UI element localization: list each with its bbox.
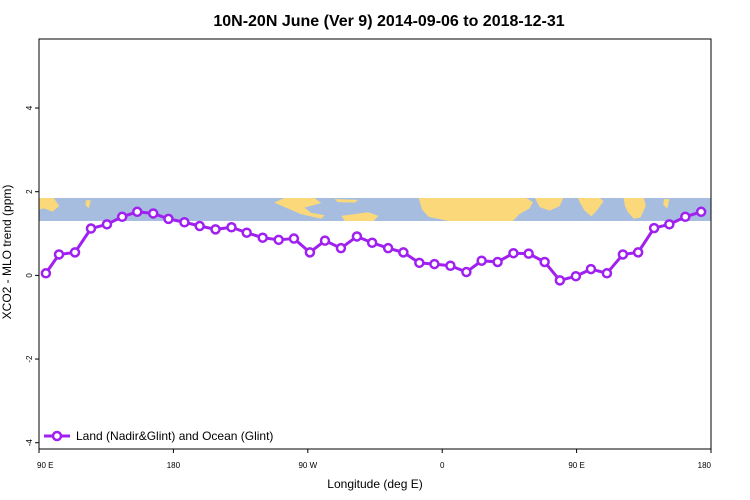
data-point [523,248,534,259]
data-point [508,247,519,259]
data-point [226,222,237,233]
data-point [492,256,503,268]
legend-label: Land (Nadir&Glint) and Ocean (Glint) [76,429,273,443]
data-point [101,219,113,230]
y-axis-label: XCO2 - MLO trend (ppm) [0,185,14,320]
data-point [680,211,691,223]
y-tick-label: 0 [25,273,34,278]
data-point [445,260,456,272]
x-tick-label: 180 [698,461,712,470]
x-tick-label: 90 E [37,461,53,470]
x-tick-label: 90 W [298,461,317,470]
x-tick-label: 180 [167,461,181,470]
land-philippines [85,200,91,209]
data-point [617,249,629,260]
y-tick-label: -2 [25,355,34,363]
data-point [257,232,268,243]
data-point [695,206,707,218]
data-point [554,275,566,286]
x-axis: 90 E 180 90 W 0 90 E 180 [37,449,712,470]
data-point [476,255,487,266]
legend: Land (Nadir&Glint) and Ocean (Glint) [44,429,273,443]
data-point [351,231,363,242]
land-south-america [341,212,379,221]
plot-frame [38,38,712,450]
data-point [179,216,190,228]
data-point [664,219,675,230]
x-tick-label: 0 [440,461,445,470]
land-indochina [623,197,646,219]
land-southeast-asia [39,197,60,212]
data-point [570,270,582,282]
data-point [539,256,550,268]
data-point [288,233,300,244]
data-point [632,247,644,258]
data-point [601,268,613,279]
world-map-band [39,197,711,221]
data-point [382,242,394,254]
data-point [194,220,205,232]
data-point [147,208,159,219]
y-axis: -4 -2 0 2 4 [25,105,39,446]
land-africa [418,197,533,221]
data-point [461,266,472,278]
data-point [319,235,331,246]
data-point [210,224,221,235]
data-point [273,234,284,246]
data-point [53,249,65,260]
data-point [414,257,425,269]
data-point [116,211,128,223]
land-philippines-east [663,199,670,209]
land-caribbean-islands [334,199,359,203]
data-point [241,227,252,238]
land-central-america [274,197,325,219]
data-point [40,268,52,279]
land-arabia [534,197,564,211]
chart-title: 10N-20N June (Ver 9) 2014-09-06 to 2018-… [213,13,564,30]
land-india [577,197,604,217]
y-tick-label: 2 [25,189,34,194]
data-point [648,222,660,234]
series-layer [40,206,707,286]
data-point [335,242,347,254]
data-point [398,247,409,258]
data-point [585,263,597,275]
legend-marker [51,430,63,442]
data-point [132,206,143,218]
x-tick-label: 90 E [568,461,584,470]
data-point [366,237,378,248]
data-point [429,258,440,270]
y-tick-label: -4 [25,439,34,447]
data-point [163,213,174,225]
data-point [85,223,97,234]
y-tick-label: 4 [25,105,34,110]
data-point [69,247,81,258]
data-point [304,247,316,258]
x-axis-label: Longitude (deg E) [327,477,422,491]
